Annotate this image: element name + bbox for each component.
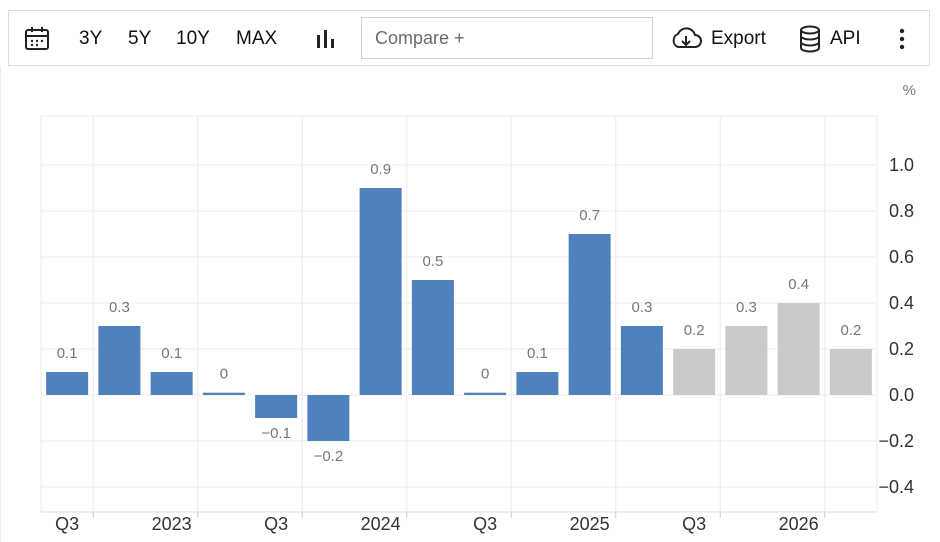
bar[interactable] [777, 303, 820, 395]
chart-toolbar: 3Y 5Y 10Y MAX Export API [8, 10, 930, 66]
export-label: Export [711, 28, 766, 49]
y-tick-label: 0.4 [889, 293, 914, 313]
bar-value-label: 0.1 [57, 345, 78, 362]
bar[interactable] [673, 349, 716, 395]
calendar-icon [25, 27, 49, 50]
api-label: API [830, 28, 861, 49]
unit-label: % [903, 82, 916, 99]
x-tick-label: 2026 [779, 514, 819, 534]
bar-value-label: 0.1 [161, 345, 182, 362]
database-icon [800, 25, 820, 53]
x-tick-label: 2024 [361, 514, 401, 534]
y-tick-label: 0.6 [889, 247, 914, 267]
y-axis: −0.4 −0.2 0.0 0.2 0.4 0.6 0.8 1.0 [878, 155, 914, 497]
bar[interactable] [568, 234, 611, 395]
cloud-download-icon [672, 27, 702, 48]
api-button[interactable]: API [798, 11, 861, 67]
x-axis: Q3 2023 Q3 2024 Q3 2025 Q3 2026 [41, 511, 877, 534]
compare-field[interactable] [361, 17, 653, 59]
bar[interactable] [307, 395, 350, 441]
range-max-button[interactable]: MAX [236, 28, 278, 49]
bar[interactable] [255, 395, 298, 418]
bar-value-label: 0.2 [684, 322, 705, 339]
data-labels: 0.1 0.3 0.1 0 −0.1 −0.2 0.9 0.5 0 0.1 0.7 0.3 0.2 0.3… [57, 161, 862, 465]
bar[interactable] [150, 372, 193, 395]
y-tick-label: 0.0 [889, 385, 914, 405]
bar[interactable] [725, 326, 768, 395]
bar-value-label: 0.1 [527, 345, 548, 362]
bar[interactable] [46, 372, 89, 395]
bar-value-label: 0 [220, 366, 228, 383]
bar[interactable] [464, 392, 507, 395]
calendar-button[interactable] [24, 11, 50, 67]
bar[interactable] [98, 326, 141, 395]
bar[interactable] [620, 326, 663, 395]
range-5y-button[interactable]: 5Y [128, 28, 152, 49]
x-tick-label: 2023 [152, 514, 192, 534]
export-button[interactable]: Export [669, 11, 766, 67]
bar-value-label: 0.5 [422, 253, 443, 270]
bar-value-label: 0.3 [736, 299, 757, 316]
compare-input[interactable] [375, 27, 635, 49]
bar-value-label: 0.3 [109, 299, 130, 316]
bar-value-label: 0.4 [788, 276, 809, 293]
chart-type-button[interactable] [315, 11, 337, 67]
range-3y-button[interactable]: 3Y [79, 28, 103, 49]
bar[interactable] [411, 280, 454, 395]
x-tick-label: Q3 [264, 514, 288, 534]
bar[interactable] [516, 372, 559, 395]
bar-value-label: 0.2 [840, 322, 861, 339]
y-tick-label: 1.0 [889, 155, 914, 175]
bar[interactable] [829, 349, 872, 395]
bar-value-label: −0.1 [261, 425, 291, 442]
gridlines [40, 115, 878, 513]
bars [46, 188, 872, 441]
y-tick-label: −0.2 [878, 431, 914, 451]
more-options-button[interactable] [897, 11, 907, 67]
y-tick-label: 0.2 [889, 339, 914, 359]
bar-value-label: 0 [481, 366, 489, 383]
x-tick-label: 2025 [570, 514, 610, 534]
bar-chart: 0.1 0.3 0.1 0 −0.1 −0.2 0.9 0.5 0 0.1 0.7 0.3 0.2 0.3… [40, 82, 916, 534]
bar-chart-icon [317, 30, 334, 48]
bar-value-label: 0.9 [370, 161, 391, 178]
x-tick-label: Q3 [473, 514, 497, 534]
bar[interactable] [359, 188, 402, 395]
bar[interactable] [202, 392, 245, 395]
more-vertical-icon [899, 28, 905, 50]
x-tick-label: Q3 [682, 514, 706, 534]
y-tick-label: −0.4 [878, 477, 914, 497]
chart-area: 0.1 0.3 0.1 0 −0.1 −0.2 0.9 0.5 0 0.1 0.7 0.3 0.2 0.3… [0, 66, 940, 542]
y-tick-label: 0.8 [889, 201, 914, 221]
bar-value-label: 0.3 [631, 299, 652, 316]
bar-value-label: 0.7 [579, 207, 600, 224]
x-tick-label: Q3 [55, 514, 79, 534]
range-10y-button[interactable]: 10Y [176, 28, 210, 49]
bar-value-label: −0.2 [314, 448, 344, 465]
